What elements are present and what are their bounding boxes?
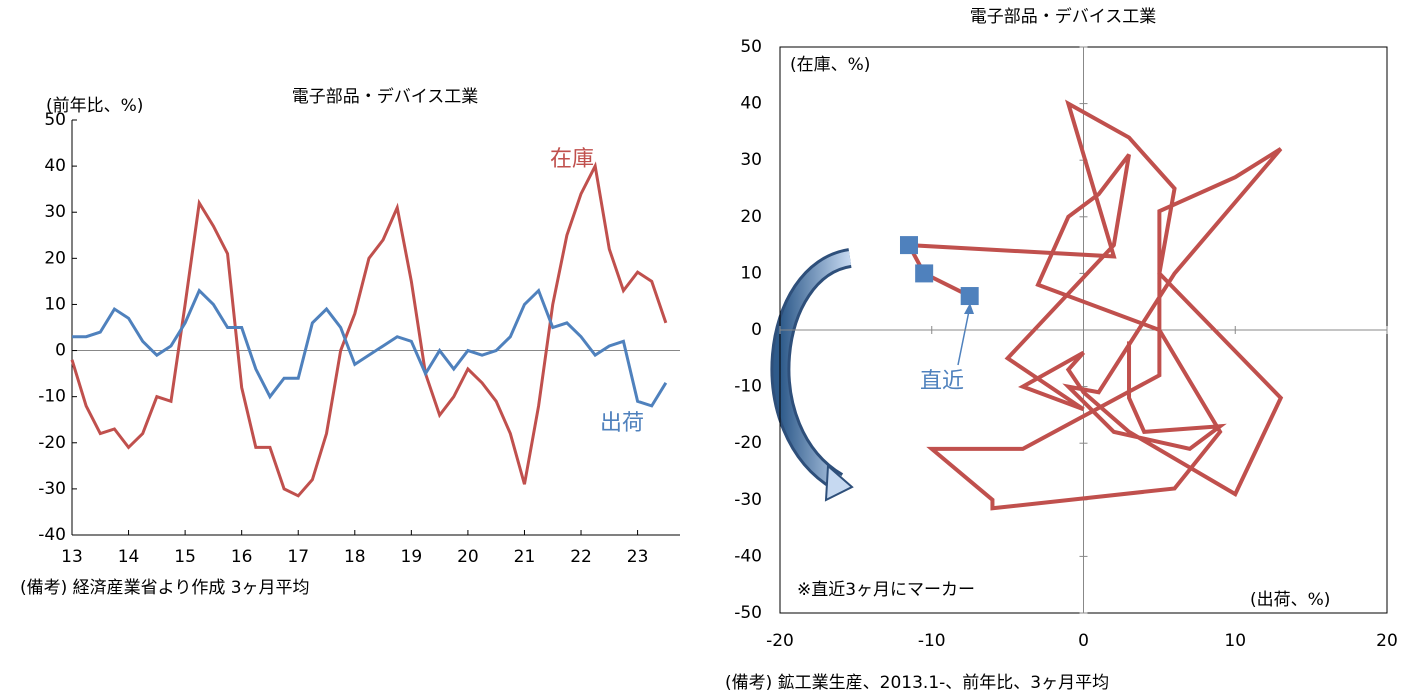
callout-label: 直近	[920, 369, 964, 394]
x-tick-label: 0	[1078, 631, 1089, 651]
y-tick-label: -20	[38, 433, 66, 453]
arrow-head	[824, 463, 854, 502]
x-tick-label: 17	[287, 547, 309, 567]
y-tick-label: 50	[44, 110, 66, 130]
y-tick-label: -30	[734, 490, 762, 510]
x-tick-label: 14	[118, 547, 140, 567]
series-label: 出荷	[600, 411, 644, 436]
y-tick-label: 0	[55, 341, 66, 361]
series-label: 在庫	[550, 147, 594, 172]
x-tick-label: 23	[627, 547, 649, 567]
callout-head	[964, 303, 974, 314]
annotation: ※直近3ヶ月にマーカー	[797, 580, 975, 600]
y-tick-label: 20	[740, 207, 762, 227]
x-axis-label: (出荷、%)	[1250, 590, 1330, 610]
x-tick-label: 10	[1224, 631, 1246, 651]
x-tick-label: -20	[766, 631, 794, 651]
x-tick-label: 20	[457, 547, 479, 567]
y-tick-label: 40	[44, 156, 66, 176]
x-tick-label: 20	[1376, 631, 1398, 651]
x-tick-label: 16	[231, 547, 253, 567]
y-tick-label: 40	[740, 94, 762, 114]
marker	[899, 236, 918, 255]
y-tick-label: 50	[740, 37, 762, 57]
y-tick-label: -10	[734, 377, 762, 397]
y-axis-label: (前年比、%)	[46, 96, 143, 116]
series-line	[72, 287, 668, 408]
y-tick-label: -40	[38, 525, 66, 545]
y-tick-label: 0	[751, 320, 762, 340]
curved-arrow	[773, 251, 852, 489]
series-line	[70, 161, 668, 498]
x-tick-label: 22	[570, 547, 592, 567]
x-tick-label: 18	[344, 547, 366, 567]
marker	[960, 287, 979, 306]
y-tick-label: -10	[38, 387, 66, 407]
y-tick-label: -30	[38, 479, 66, 499]
y-tick-label: -20	[734, 433, 762, 453]
y-tick-label: 30	[740, 150, 762, 170]
chart-title: 電子部品・デバイス工業	[970, 6, 1157, 27]
y-tick-label: -50	[734, 603, 762, 623]
x-tick-label: 19	[401, 547, 423, 567]
x-tick-label: 21	[514, 547, 536, 567]
curved-arrow-outline	[770, 248, 853, 491]
x-tick-label: 13	[61, 547, 83, 567]
chart-title: 電子部品・デバイス工業	[292, 86, 479, 107]
note: (備考) 経済産業省より作成 3ヶ月平均	[20, 578, 310, 598]
y-axis-label: (在庫、%)	[790, 55, 870, 75]
y-tick-label: 30	[44, 202, 66, 222]
callout-line	[957, 305, 971, 366]
y-tick-label: 20	[44, 248, 66, 268]
y-tick-label: 10	[44, 294, 66, 314]
x-tick-label: 15	[174, 547, 196, 567]
y-tick-label: -40	[734, 546, 762, 566]
series-path	[905, 99, 1284, 511]
marker	[915, 264, 934, 283]
note: (備考) 鉱工業生産、2013.1-、前年比、3ヶ月平均	[725, 673, 1109, 693]
x-tick-label: -10	[918, 631, 946, 651]
y-tick-label: 10	[740, 263, 762, 283]
